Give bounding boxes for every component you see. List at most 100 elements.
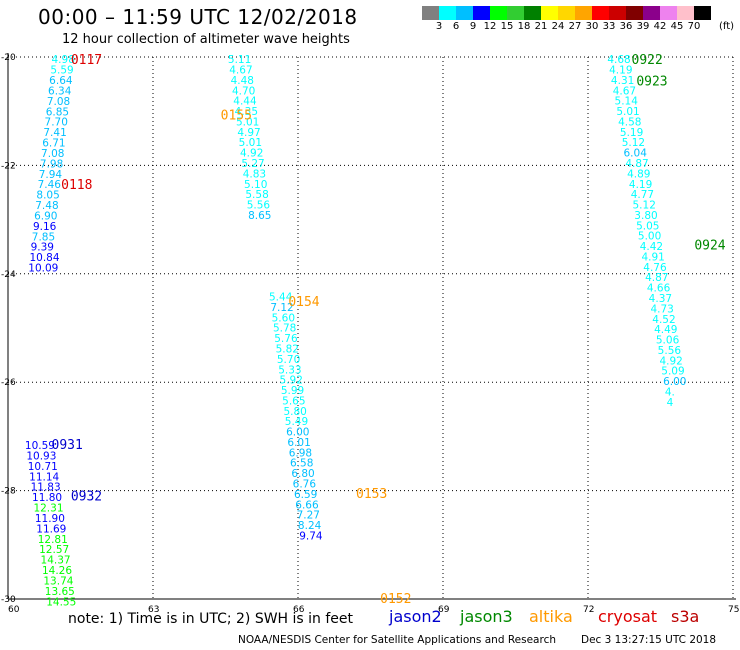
x-tick-label: 72 [583, 605, 594, 615]
wave-height-value: 11.83 [31, 482, 61, 494]
wave-height-value: 4.77 [631, 189, 654, 201]
legend-cryosat: cryosat [598, 607, 658, 626]
wave-height-value: 5.33 [278, 364, 301, 376]
wave-height-value: 6.71 [42, 138, 65, 150]
wave-height-value: 7.94 [39, 169, 63, 181]
wave-height-value: 6.90 [34, 210, 57, 222]
satellite-track: 4.684.194.314.675.145.014.585.195.126.04… [607, 54, 686, 409]
wave-height-value: 5.09 [661, 366, 684, 378]
colorbar-label: 24 [551, 21, 565, 32]
colorbar-label: 9 [469, 21, 477, 32]
colorbar-label: 42 [653, 21, 667, 32]
wave-height-value: 5.80 [283, 406, 306, 418]
wave-height-value: 11.80 [32, 492, 62, 504]
legend-s3a: s3a [671, 607, 700, 626]
colorbar-swatch [473, 6, 490, 20]
wave-height-value: 5.82 [276, 343, 299, 355]
wave-height-value: 7.48 [35, 200, 58, 212]
colorbar-swatch [439, 6, 456, 20]
wave-height-value: 6.00 [663, 376, 686, 388]
wave-height-value: 9.39 [31, 242, 54, 254]
wave-height-value: 4.91 [641, 251, 664, 263]
wave-height-value: 10.59 [25, 440, 55, 452]
wave-height-value: 11.69 [36, 523, 66, 535]
wave-height-value: 5.11 [228, 54, 251, 66]
wave-height-value: 5.60 [272, 312, 295, 324]
wave-height-value: 5.99 [281, 385, 304, 397]
wave-height-value: 14.37 [41, 555, 71, 567]
wave-height-value: 11.14 [29, 471, 59, 483]
wave-height-value: 6.58 [290, 458, 313, 470]
colorbar [422, 6, 711, 20]
y-tick-label: -20 [1, 53, 16, 63]
wave-height-value: 4.67 [229, 65, 252, 77]
y-tick-label: -30 [1, 595, 16, 605]
satellite-track: 4.985.596.646.347.086.857.707.416.717.08… [28, 54, 75, 274]
colorbar-swatch [592, 6, 609, 20]
wave-height-value: 6.98 [289, 447, 312, 459]
wave-height-value: 4.31 [611, 75, 634, 87]
wave-height-value: 5.44 [269, 292, 293, 304]
colorbar-label: 39 [636, 21, 650, 32]
wave-height-value: 4.49 [654, 324, 677, 336]
colorbar-label: 21 [534, 21, 548, 32]
colorbar-label: 15 [500, 21, 514, 32]
wave-height-value: 4.87 [625, 158, 648, 170]
colorbar-swatch [677, 6, 694, 20]
wave-height-value: 5.12 [633, 200, 656, 212]
page-title: 00:00 – 11:59 UTC 12/02/2018 [38, 5, 358, 29]
y-tick-label: -22 [1, 161, 16, 171]
wave-height-value: 5.01 [239, 137, 262, 149]
colorbar-swatch [490, 6, 507, 20]
wave-height-value: 5.59 [50, 65, 73, 77]
wave-height-value: 4.48 [231, 75, 254, 87]
pass-label: 0152 [380, 592, 411, 607]
wave-height-value: 5.00 [638, 231, 661, 243]
wave-height-value: 5.78 [273, 323, 296, 335]
y-tick-label: -26 [1, 378, 16, 388]
wave-height-value: 10.09 [28, 263, 58, 275]
wave-height-value: 5.70 [277, 354, 300, 366]
wave-height-value: 6.64 [49, 75, 73, 87]
pass-label: 0924 [694, 239, 725, 254]
wave-height-value: 4.42 [640, 241, 663, 253]
pass-label: 0922 [632, 53, 663, 68]
wave-height-value: 7.08 [41, 148, 64, 160]
wave-height-value: 4.70 [232, 85, 255, 97]
wave-height-value: 13.65 [45, 586, 75, 598]
tick-layer: 60 63 66 69 72 75 -20 -22 -24 -26 -28 -30 [1, 53, 739, 615]
wave-height-value: 12.31 [33, 503, 63, 515]
wave-height-value: 8.65 [248, 210, 271, 222]
wave-height-value: 5.10 [244, 179, 267, 191]
x-tick-label: 75 [728, 605, 739, 615]
colorbar-label: 30 [585, 21, 599, 32]
wave-height-value: 4.44 [233, 96, 257, 108]
wave-height-value: 12.57 [39, 544, 69, 556]
pass-label: 0932 [71, 489, 102, 504]
colorbar-swatch [541, 6, 558, 20]
wave-height-value: 4.83 [243, 168, 266, 180]
wave-height-value: 5.14 [615, 96, 639, 108]
wave-height-value: 4. [665, 386, 675, 398]
wave-height-value: 4.92 [240, 148, 263, 160]
colorbar-swatch [456, 6, 473, 20]
wave-height-value: 14.26 [42, 565, 72, 577]
wave-height-value: 4.68 [607, 54, 630, 66]
legend-jason3: jason3 [460, 607, 513, 626]
colorbar-label: 12 [483, 21, 497, 32]
colorbar-swatch [558, 6, 575, 20]
colorbar-label: 3 [435, 21, 443, 32]
wave-height-value: 10.93 [26, 450, 56, 462]
wave-height-value: 4.97 [237, 127, 260, 139]
wave-height-value: 6.34 [48, 85, 72, 97]
wave-height-value: 4.37 [649, 293, 672, 305]
wave-height-value: 5.27 [241, 158, 264, 170]
grid-layer [7, 53, 736, 600]
wave-height-value: 11.90 [35, 513, 65, 525]
wave-height-value: 7.27 [297, 510, 320, 522]
wave-height-value: 5.05 [636, 220, 659, 232]
x-tick-label: 69 [438, 605, 450, 615]
y-tick-label: -28 [1, 487, 16, 497]
wave-height-value: 5.56 [247, 200, 271, 212]
wave-height-value: 6.80 [291, 468, 314, 480]
